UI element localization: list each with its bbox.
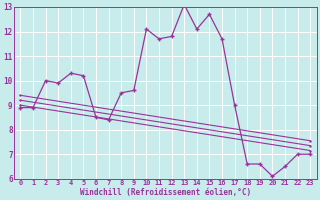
X-axis label: Windchill (Refroidissement éolien,°C): Windchill (Refroidissement éolien,°C): [80, 188, 251, 197]
